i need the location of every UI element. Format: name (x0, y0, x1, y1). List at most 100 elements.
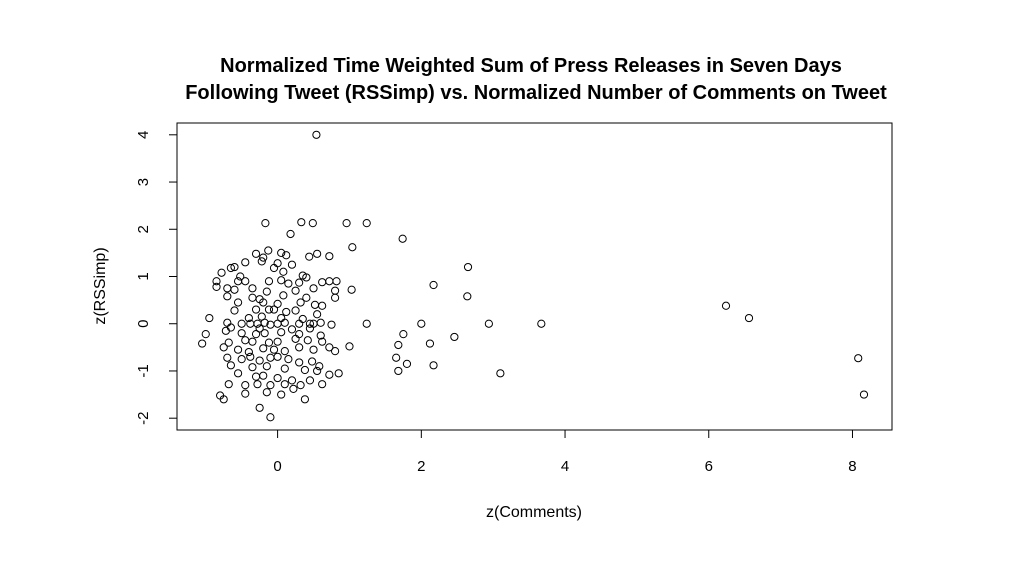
data-point (264, 338, 274, 347)
y-axis: -2 -1 0 1 2 3 4 (135, 131, 177, 425)
data-points (198, 130, 869, 422)
data-point (315, 362, 324, 371)
x-tick-label: 6 (705, 458, 713, 475)
data-point (277, 248, 286, 257)
data-point (429, 280, 438, 290)
data-point (307, 357, 317, 366)
data-point (273, 319, 282, 328)
x-axis: 0 2 4 6 8 (273, 430, 857, 475)
data-point (309, 284, 318, 293)
data-point (259, 371, 268, 380)
data-point (347, 285, 356, 294)
data-point (262, 362, 271, 371)
data-point (284, 355, 293, 364)
data-point (266, 413, 275, 422)
data-point (295, 319, 304, 328)
data-point (463, 292, 472, 301)
data-point (253, 380, 262, 389)
y-tick-label: 4 (135, 131, 152, 139)
data-point (236, 272, 245, 281)
data-point (325, 343, 334, 352)
data-point (241, 277, 250, 286)
data-point (223, 318, 232, 327)
data-point (233, 345, 243, 354)
data-point (269, 345, 279, 354)
data-point (425, 339, 435, 348)
data-point (305, 376, 315, 385)
data-point (537, 319, 546, 328)
data-point (399, 330, 408, 339)
data-point (484, 319, 493, 328)
data-point (226, 263, 235, 273)
data-point (721, 301, 731, 310)
data-point (398, 234, 407, 243)
data-point (224, 338, 233, 347)
data-point (325, 370, 334, 379)
data-point (205, 313, 214, 323)
data-point (287, 376, 297, 385)
data-point (327, 320, 336, 329)
data-point (280, 380, 289, 389)
data-point (217, 268, 226, 277)
data-point (305, 319, 315, 328)
data-point (273, 299, 282, 308)
data-point (332, 277, 341, 286)
data-point (255, 403, 264, 412)
data-point (248, 337, 257, 346)
data-point (259, 298, 268, 307)
data-point (291, 334, 300, 343)
data-point (223, 353, 232, 362)
data-point (266, 353, 275, 362)
x-tick-label: 4 (561, 458, 569, 475)
data-point (277, 276, 286, 285)
data-point (246, 352, 255, 361)
data-point (282, 251, 291, 260)
y-tick-label: 2 (135, 225, 152, 233)
data-point (463, 262, 473, 272)
data-point (291, 286, 300, 295)
data-point (334, 369, 343, 378)
data-point (312, 130, 321, 139)
data-point (230, 262, 239, 272)
data-point (313, 310, 322, 319)
data-point (318, 337, 327, 346)
data-point (279, 291, 288, 300)
data-point (253, 319, 262, 328)
data-point (237, 319, 246, 328)
data-point (251, 249, 261, 258)
y-tick-label: -2 (135, 412, 152, 425)
data-point (201, 330, 210, 339)
data-point (248, 363, 257, 372)
data-point (287, 325, 297, 334)
data-point (313, 366, 322, 376)
data-point (280, 364, 289, 373)
data-point (230, 306, 239, 315)
data-point (305, 324, 315, 333)
data-point (257, 257, 266, 266)
data-point (233, 277, 243, 286)
data-point (255, 324, 264, 333)
data-point (251, 305, 261, 314)
data-point (313, 249, 322, 258)
data-point (287, 260, 297, 269)
data-point (325, 277, 334, 286)
data-point (302, 293, 311, 302)
data-point (295, 343, 304, 352)
data-point (269, 305, 279, 314)
data-point (291, 306, 300, 315)
data-point (392, 353, 401, 362)
data-point (284, 279, 293, 288)
data-point (233, 369, 243, 378)
data-point (255, 356, 264, 365)
data-point (417, 319, 426, 328)
data-point (402, 359, 412, 368)
data-point (300, 395, 310, 404)
y-tick-label: -1 (135, 364, 152, 377)
plot-frame (176, 122, 893, 431)
y-tick-label: 0 (135, 320, 152, 328)
x-axis-label: z(Comments) (486, 504, 582, 521)
data-point (744, 313, 754, 323)
data-point (233, 298, 243, 307)
data-point (308, 219, 317, 228)
data-point (260, 318, 269, 327)
